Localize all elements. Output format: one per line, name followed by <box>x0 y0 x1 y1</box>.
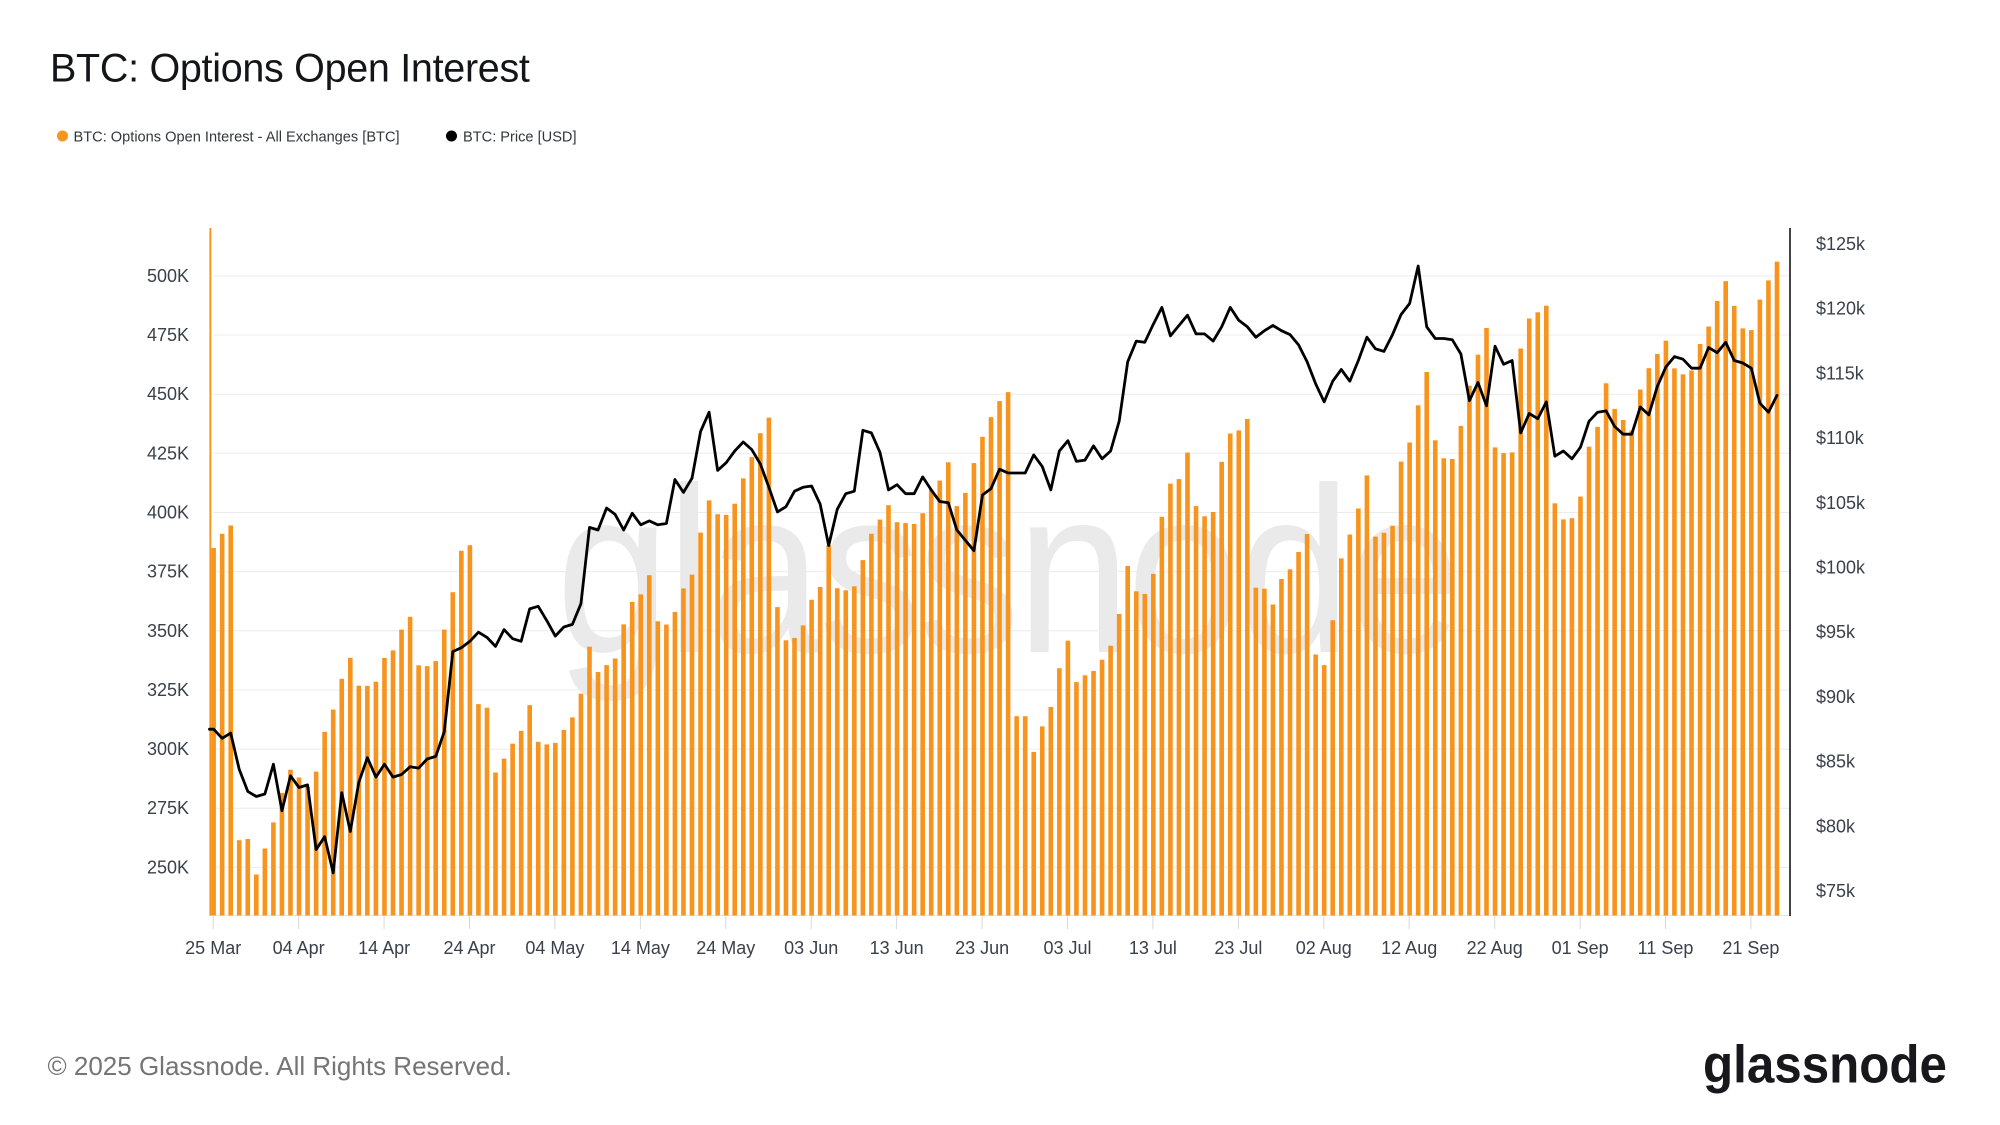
svg-text:13 Jun: 13 Jun <box>870 938 924 958</box>
svg-text:$115k: $115k <box>1816 363 1865 383</box>
svg-text:400K: 400K <box>147 503 189 523</box>
svg-text:12 Aug: 12 Aug <box>1381 938 1437 958</box>
svg-text:21 Sep: 21 Sep <box>1722 938 1779 958</box>
svg-text:$100k: $100k <box>1816 558 1866 578</box>
svg-text:24 May: 24 May <box>696 938 755 958</box>
svg-text:03 Jun: 03 Jun <box>784 938 838 958</box>
svg-text:500K: 500K <box>147 266 189 286</box>
svg-text:325K: 325K <box>147 680 189 700</box>
svg-text:02 Aug: 02 Aug <box>1296 938 1352 958</box>
svg-text:$125k: $125k <box>1816 234 1866 254</box>
svg-text:250K: 250K <box>147 857 189 877</box>
svg-text:$75k: $75k <box>1816 881 1856 901</box>
svg-text:450K: 450K <box>147 384 189 404</box>
svg-text:11 Sep: 11 Sep <box>1638 938 1694 958</box>
svg-text:350K: 350K <box>147 621 189 641</box>
svg-text:300K: 300K <box>147 739 189 759</box>
svg-text:$85k: $85k <box>1816 752 1856 772</box>
svg-text:13 Jul: 13 Jul <box>1129 938 1177 958</box>
svg-text:$120k: $120k <box>1816 299 1866 319</box>
svg-text:475K: 475K <box>147 325 189 345</box>
svg-text:275K: 275K <box>147 798 189 818</box>
svg-text:01 Sep: 01 Sep <box>1552 938 1609 958</box>
svg-text:BTC: Options Open Interest - A: BTC: Options Open Interest - All Exchang… <box>74 130 400 146</box>
svg-text:03 Jul: 03 Jul <box>1043 938 1091 958</box>
svg-text:25 Mar: 25 Mar <box>185 938 241 958</box>
svg-text:$90k: $90k <box>1816 687 1856 707</box>
svg-text:23 Jul: 23 Jul <box>1214 938 1262 958</box>
svg-text:04 May: 04 May <box>525 938 584 958</box>
svg-text:$95k: $95k <box>1816 622 1856 642</box>
svg-text:BTC: Options Open Interest: BTC: Options Open Interest <box>50 47 530 91</box>
svg-text:© 2025 Glassnode. All Rights R: © 2025 Glassnode. All Rights Reserved. <box>48 1051 512 1081</box>
svg-text:$110k: $110k <box>1816 428 1865 448</box>
svg-text:$105k: $105k <box>1816 493 1866 513</box>
svg-text:glassnode: glassnode <box>1703 1036 1947 1095</box>
svg-text:425K: 425K <box>147 443 189 463</box>
svg-text:14 May: 14 May <box>611 938 670 958</box>
svg-text:04 Apr: 04 Apr <box>273 938 325 958</box>
svg-text:24 Apr: 24 Apr <box>443 938 495 958</box>
svg-text:14 Apr: 14 Apr <box>358 938 410 958</box>
svg-text:BTC: Price [USD]: BTC: Price [USD] <box>463 130 577 146</box>
svg-text:375K: 375K <box>147 562 189 582</box>
svg-text:$80k: $80k <box>1816 816 1856 836</box>
svg-text:23 Jun: 23 Jun <box>955 938 1009 958</box>
svg-text:22 Aug: 22 Aug <box>1467 938 1523 958</box>
